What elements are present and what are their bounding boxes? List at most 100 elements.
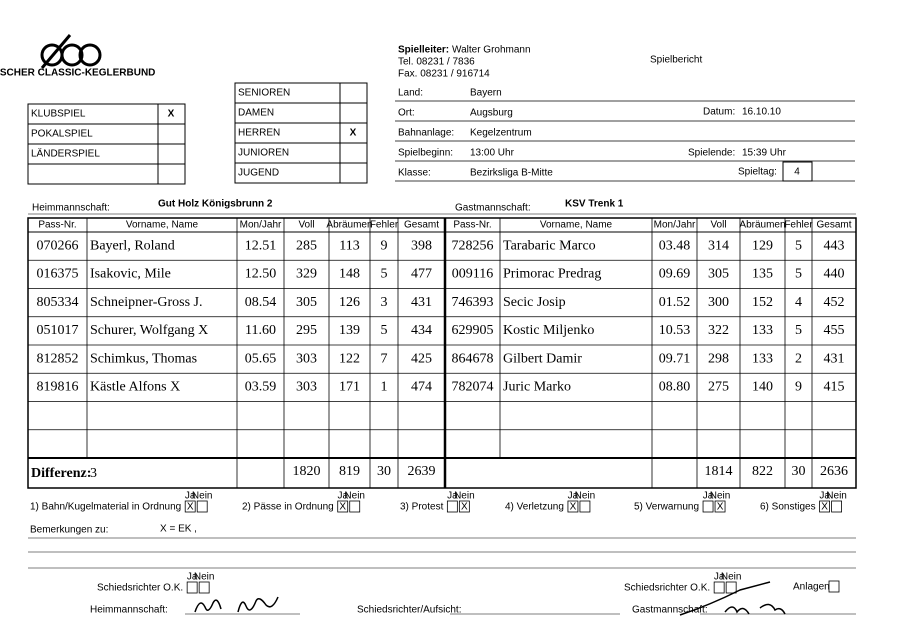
box: [186, 581, 198, 594]
cell: 016375: [37, 267, 79, 282]
column-header: Vorname, Name: [126, 220, 199, 231]
category: JUGEND: [238, 168, 279, 179]
cell: Isakovic, Mile: [90, 267, 171, 282]
cell: Schurer, Wolfgang X: [90, 323, 208, 338]
cell: 285: [296, 238, 317, 253]
column-header: Voll: [298, 220, 314, 231]
cell: 746393: [452, 295, 494, 310]
field-label: Datum:: [703, 107, 735, 118]
nein: Nein: [192, 491, 213, 502]
total: 1820: [293, 464, 321, 479]
cell: 864678: [452, 351, 494, 366]
box: [234, 82, 368, 184]
cell: 1: [381, 380, 388, 395]
cell: 431: [824, 351, 845, 366]
cell: 782074: [452, 380, 494, 395]
total: 822: [752, 464, 773, 479]
box: [714, 500, 726, 513]
nein: Nein: [344, 491, 365, 502]
field-value: Augsburg: [470, 108, 513, 119]
field-label: Ort:: [398, 108, 415, 119]
field-value: 13:00 Uhr: [470, 148, 515, 159]
cell: 140: [752, 380, 773, 395]
label: Schiedsrichter/Aufsicht:: [357, 605, 462, 616]
column-header: Fehler: [370, 220, 399, 231]
cell: 135: [752, 267, 773, 282]
category: DAMEN: [238, 108, 274, 119]
cell: 728256: [452, 238, 494, 253]
check-label: 5) Verwarnung: [634, 502, 699, 513]
game-type: KLUBSPIEL: [31, 109, 86, 120]
cell: 629905: [452, 323, 494, 338]
cell: 303: [296, 380, 317, 395]
box: [702, 500, 714, 513]
cell: 3: [90, 466, 97, 481]
field-label: Spieltag:: [738, 167, 777, 178]
box: [337, 500, 349, 513]
signature-home: [194, 581, 786, 616]
cell: 812852: [37, 351, 79, 366]
box: [782, 161, 813, 182]
cell: 171: [339, 380, 360, 395]
cell: 434: [411, 323, 432, 338]
cell: 12.51: [245, 238, 277, 253]
cell: 009116: [452, 267, 493, 282]
field-value: 15:39 Uhr: [742, 148, 787, 159]
remark: X = EK ,: [160, 524, 197, 535]
ja: Ja: [185, 491, 196, 502]
box: [713, 581, 725, 594]
game-type: LÄNDERSPIEL: [31, 148, 100, 160]
cell: 314: [708, 238, 729, 253]
column-header: Fehler: [784, 220, 813, 231]
cell: 051017: [37, 323, 79, 338]
box: [831, 500, 842, 513]
cell: Primorac Predrag: [503, 267, 601, 282]
ja: Ja: [714, 572, 725, 583]
field-label: Land:: [398, 88, 423, 99]
label: Heimmannschaft:: [32, 203, 110, 214]
check-label: 6) Sonstiges: [760, 502, 816, 513]
ja: Ja: [447, 491, 458, 502]
team: KSV Trenk 1: [565, 199, 624, 210]
cell: 01.52: [659, 295, 691, 310]
label: Heimmannschaft:: [90, 605, 168, 616]
cell: 431: [411, 295, 432, 310]
label: Spielleiter:: [398, 45, 449, 56]
cell: 305: [708, 267, 729, 282]
box: [725, 581, 737, 594]
mark: X: [461, 502, 468, 513]
cell: 5: [795, 323, 802, 338]
field-value: Kegelzentrum: [470, 128, 532, 139]
nein: Nein: [454, 491, 475, 502]
cell: 5: [795, 267, 802, 282]
cell: 305: [296, 295, 317, 310]
mark: X: [350, 128, 357, 139]
cell: 129: [752, 238, 773, 253]
cell: 10.53: [659, 323, 691, 338]
ja: Ja: [819, 491, 830, 502]
nein: Nein: [710, 491, 731, 502]
cell: Juric Marko: [503, 380, 571, 395]
cell: 443: [824, 238, 845, 253]
label: Bemerkungen zu:: [30, 525, 108, 536]
cell: 122: [339, 351, 360, 366]
cell: 9: [795, 380, 802, 395]
box: [196, 500, 208, 513]
total: 1814: [705, 464, 733, 479]
cell: 113: [339, 238, 359, 253]
ja: Ja: [337, 491, 348, 502]
column-header: Abräumen: [739, 220, 785, 231]
cell: 295: [296, 323, 317, 338]
cell: Gilbert Damir: [503, 351, 582, 366]
column-header: Voll: [710, 220, 726, 231]
cell: Schneipner-Gross J.: [90, 295, 202, 310]
field-label: Spielbeginn:: [398, 148, 453, 159]
mark: X: [339, 502, 346, 513]
column-header: Gesamt: [816, 220, 851, 231]
cell: 2: [795, 351, 802, 366]
cell: Schimkus, Thomas: [90, 351, 197, 366]
label: Differenz:: [31, 466, 91, 481]
category: SENIOREN: [238, 88, 290, 99]
cell: 126: [339, 295, 360, 310]
cell: 819816: [37, 380, 79, 395]
